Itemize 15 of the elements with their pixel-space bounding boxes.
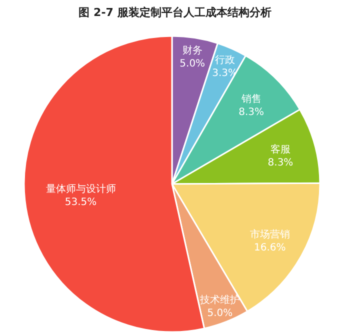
data-label: 16.6% xyxy=(254,242,286,254)
slice-label: 量体师与设计师 xyxy=(46,183,116,196)
slice-label: 财务 xyxy=(182,44,202,56)
pie-slice xyxy=(171,54,301,185)
chart-title: 图 2-7 服装定制平台人工成本结构分析 xyxy=(78,6,272,19)
slice-label: 客服 xyxy=(270,143,290,156)
data-label: 5.0% xyxy=(207,308,233,320)
data-label: 53.5% xyxy=(64,197,97,208)
pie-slice xyxy=(171,108,321,185)
slice-label: 行政 xyxy=(214,54,235,66)
slice-label: 市场营销 xyxy=(250,228,290,240)
slice-label: 销售 xyxy=(240,93,262,106)
data-label: 8.3% xyxy=(268,157,294,168)
data-label: 8.3% xyxy=(238,107,264,118)
data-label: 5.0% xyxy=(180,58,206,70)
